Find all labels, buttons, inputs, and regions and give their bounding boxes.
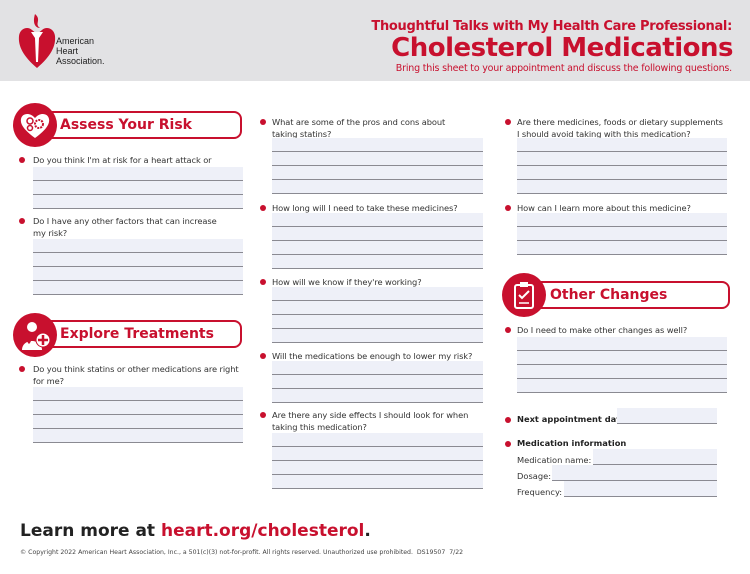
question: Will the medications be enough to lower … [272, 351, 473, 361]
bullet [19, 218, 25, 224]
frequency-label: Frequency: [517, 487, 563, 497]
medication-name-field[interactable] [593, 449, 717, 465]
question: Are there medicines, foods or dietary su… [517, 117, 723, 139]
explore-banner: Explore Treatments [40, 320, 242, 348]
dosage-label: Dosage: [517, 471, 552, 481]
dosage-field[interactable] [552, 465, 717, 481]
answer-field[interactable] [272, 287, 483, 343]
frequency-field[interactable] [564, 481, 717, 497]
answer-field[interactable] [272, 213, 483, 269]
bullet [505, 441, 511, 447]
bullet [19, 366, 25, 372]
bullet [505, 205, 511, 211]
org-name-line: American [56, 36, 95, 46]
answer-field[interactable] [33, 387, 243, 443]
heart-gears-icon [13, 103, 57, 147]
answer-field[interactable] [33, 239, 243, 295]
bullet [505, 119, 511, 125]
question: How long will I need to take these medic… [272, 203, 458, 213]
learn-more-link[interactable]: heart.org/cholesterol [160, 521, 365, 541]
answer-field[interactable] [272, 433, 483, 489]
question: What are some of the pros and cons about… [272, 117, 446, 139]
other-banner: Other Changes [530, 281, 730, 309]
bullet [260, 279, 266, 285]
header-band [0, 0, 750, 81]
answer-field[interactable] [33, 167, 243, 209]
clipboard-check-icon [502, 273, 546, 317]
bullet [260, 412, 266, 418]
medication-name-label: Medication name: [517, 455, 592, 465]
question: Do I need to make other changes as well? [517, 325, 688, 335]
next-appointment-label: Next appointment date: [517, 414, 630, 424]
learn-more: Learn more at heart.org/cholesterol. [20, 521, 371, 541]
question: Are there any side effects I should look… [272, 410, 469, 432]
bullet [260, 353, 266, 359]
section-title: Other Changes [550, 287, 668, 303]
assess-banner: Assess Your Risk [40, 111, 242, 139]
org-name-line: Heart [56, 46, 79, 56]
question: How can I learn more about this medicine… [517, 203, 691, 213]
instructions: Bring this sheet to your appointment and… [395, 63, 732, 74]
learn-more-period: . [364, 521, 371, 541]
bullet [260, 119, 266, 125]
question: Do you think statins or other medication… [33, 364, 239, 386]
next-appointment-field[interactable] [617, 408, 717, 424]
medication-info-label: Medication information [517, 438, 627, 448]
bullet [19, 157, 25, 163]
question: How will we know if they're working? [272, 277, 422, 287]
answer-field[interactable] [517, 337, 727, 393]
person-plus-icon [13, 313, 57, 357]
answer-field[interactable] [272, 361, 483, 403]
section-title: Assess Your Risk [60, 117, 192, 133]
answer-field[interactable] [272, 138, 483, 194]
answer-field[interactable] [517, 138, 727, 194]
answer-field[interactable] [517, 213, 727, 255]
learn-more-text: Learn more at [20, 521, 161, 541]
subtitle: Thoughtful Talks with My Health Care Pro… [371, 19, 732, 34]
question: Do I have any other factors that can inc… [33, 216, 217, 238]
section-title: Explore Treatments [60, 326, 214, 342]
bullet [260, 205, 266, 211]
org-name: American Heart Association. [56, 36, 105, 66]
bullet [505, 417, 511, 423]
copyright: © Copyright 2022 American Heart Associat… [20, 549, 464, 556]
bullet [505, 327, 511, 333]
org-name-line: Association. [56, 56, 105, 66]
aha-logo-icon [18, 14, 56, 68]
page-title: Cholesterol Medications [391, 33, 733, 63]
